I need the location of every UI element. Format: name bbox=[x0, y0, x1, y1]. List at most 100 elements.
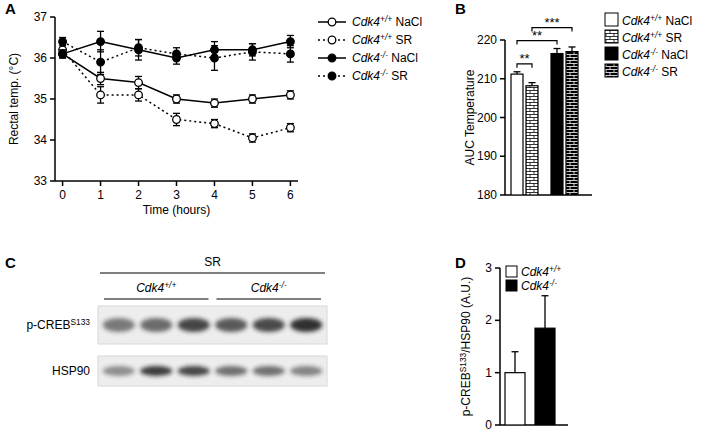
point bbox=[211, 120, 219, 128]
text-run: p- bbox=[26, 318, 37, 332]
legend-swatch bbox=[605, 30, 618, 43]
text-run: 0 bbox=[59, 188, 66, 202]
point bbox=[135, 44, 143, 52]
error-cap bbox=[211, 41, 218, 42]
bar bbox=[535, 328, 555, 425]
error-bar bbox=[59, 50, 66, 58]
legend-label: Cdk4+/+ SR bbox=[352, 32, 412, 47]
panel-letter: D bbox=[455, 254, 466, 271]
x-tick-label: 5 bbox=[249, 188, 256, 202]
y-tick-label: 33 bbox=[34, 174, 48, 188]
text-run: 200 bbox=[477, 111, 497, 125]
point bbox=[97, 91, 105, 99]
text-run: 2 bbox=[485, 313, 492, 327]
text-run: Cdk4 bbox=[352, 15, 380, 29]
legend-label: Cdk4-/- bbox=[521, 278, 557, 293]
x-tick bbox=[176, 181, 178, 186]
text-run: ** bbox=[532, 28, 542, 43]
panel-letter: C bbox=[5, 254, 16, 271]
text-run: Cdk4 bbox=[251, 281, 279, 295]
y-tick-label: 210 bbox=[477, 72, 497, 86]
point bbox=[135, 79, 143, 87]
x-tick bbox=[290, 181, 292, 186]
blot-title: SR bbox=[204, 255, 221, 269]
error-bar bbox=[569, 47, 576, 52]
error-whisker bbox=[571, 47, 572, 52]
blot-strip bbox=[98, 306, 327, 344]
error-bar bbox=[211, 120, 218, 128]
x-tick bbox=[214, 181, 216, 186]
error-cap bbox=[97, 102, 104, 103]
y-tick bbox=[50, 16, 55, 18]
legend-swatch bbox=[605, 13, 618, 26]
error-cap bbox=[249, 43, 256, 44]
text-run: *** bbox=[544, 15, 559, 30]
error-whisker bbox=[544, 296, 545, 328]
title-rule bbox=[100, 272, 325, 273]
error-cap bbox=[135, 59, 142, 60]
x-tick-label: 6 bbox=[287, 188, 294, 202]
point bbox=[287, 38, 295, 46]
band bbox=[178, 366, 210, 376]
point bbox=[249, 95, 257, 103]
error-cap bbox=[135, 55, 142, 56]
text-run: +/+ bbox=[380, 14, 392, 24]
group-label: Cdk4+/+ bbox=[136, 280, 176, 295]
band bbox=[253, 366, 285, 376]
text-run: Cdk4 bbox=[352, 69, 380, 83]
y-tick-label: 35 bbox=[34, 92, 48, 106]
text-run: /HSP90 (A.U.) bbox=[459, 277, 473, 353]
text-run: 180 bbox=[477, 188, 497, 202]
x-tick bbox=[138, 181, 140, 186]
error-cap bbox=[97, 31, 104, 32]
series-line bbox=[63, 42, 291, 58]
x-tick-label: 3 bbox=[173, 188, 180, 202]
plot-area bbox=[511, 47, 578, 195]
error-bar bbox=[97, 87, 104, 103]
error-bar bbox=[59, 50, 66, 58]
text-run: NaCl bbox=[662, 14, 692, 28]
x-tick-label: 0 bbox=[59, 188, 66, 202]
significance-label: ** bbox=[532, 28, 542, 43]
band bbox=[290, 318, 322, 332]
series-line bbox=[63, 54, 291, 103]
significance-label: ** bbox=[519, 51, 529, 66]
text-run: +/+ bbox=[650, 30, 662, 40]
y-tick bbox=[500, 117, 505, 119]
text-run: -/- bbox=[279, 280, 287, 290]
legend-swatch bbox=[605, 47, 618, 60]
point bbox=[211, 99, 219, 107]
text-run: NaCl bbox=[388, 51, 418, 65]
error-cap bbox=[514, 71, 521, 72]
y-tick bbox=[500, 194, 505, 196]
band bbox=[103, 318, 135, 332]
band bbox=[215, 366, 247, 376]
significance-label: *** bbox=[544, 15, 559, 30]
y-axis bbox=[499, 268, 501, 425]
text-run: SR bbox=[662, 31, 682, 45]
text-run: -/- bbox=[380, 68, 388, 78]
y-tick bbox=[50, 180, 55, 182]
band bbox=[140, 318, 172, 332]
text-run: HSP90 bbox=[52, 364, 90, 378]
y-tick bbox=[495, 372, 500, 374]
text-run: Cdk4 bbox=[352, 33, 380, 47]
error-cap bbox=[135, 76, 142, 77]
point bbox=[287, 91, 295, 99]
text-run: +/+ bbox=[164, 280, 176, 290]
text-run: 6 bbox=[287, 188, 294, 202]
error-cap bbox=[97, 74, 104, 75]
error-bar bbox=[173, 48, 180, 60]
text-run: S133 bbox=[70, 317, 90, 327]
error-bar bbox=[135, 40, 142, 56]
point bbox=[59, 38, 67, 46]
legend-label: Cdk4+/+ bbox=[521, 264, 561, 279]
error-bar bbox=[249, 44, 256, 60]
y-tick bbox=[500, 78, 505, 80]
band bbox=[290, 366, 322, 376]
bar bbox=[551, 54, 563, 195]
text-run: D bbox=[455, 254, 466, 271]
point bbox=[97, 38, 105, 46]
error-bar bbox=[514, 72, 521, 74]
legend-label: Cdk4-/- NaCl bbox=[622, 47, 688, 62]
